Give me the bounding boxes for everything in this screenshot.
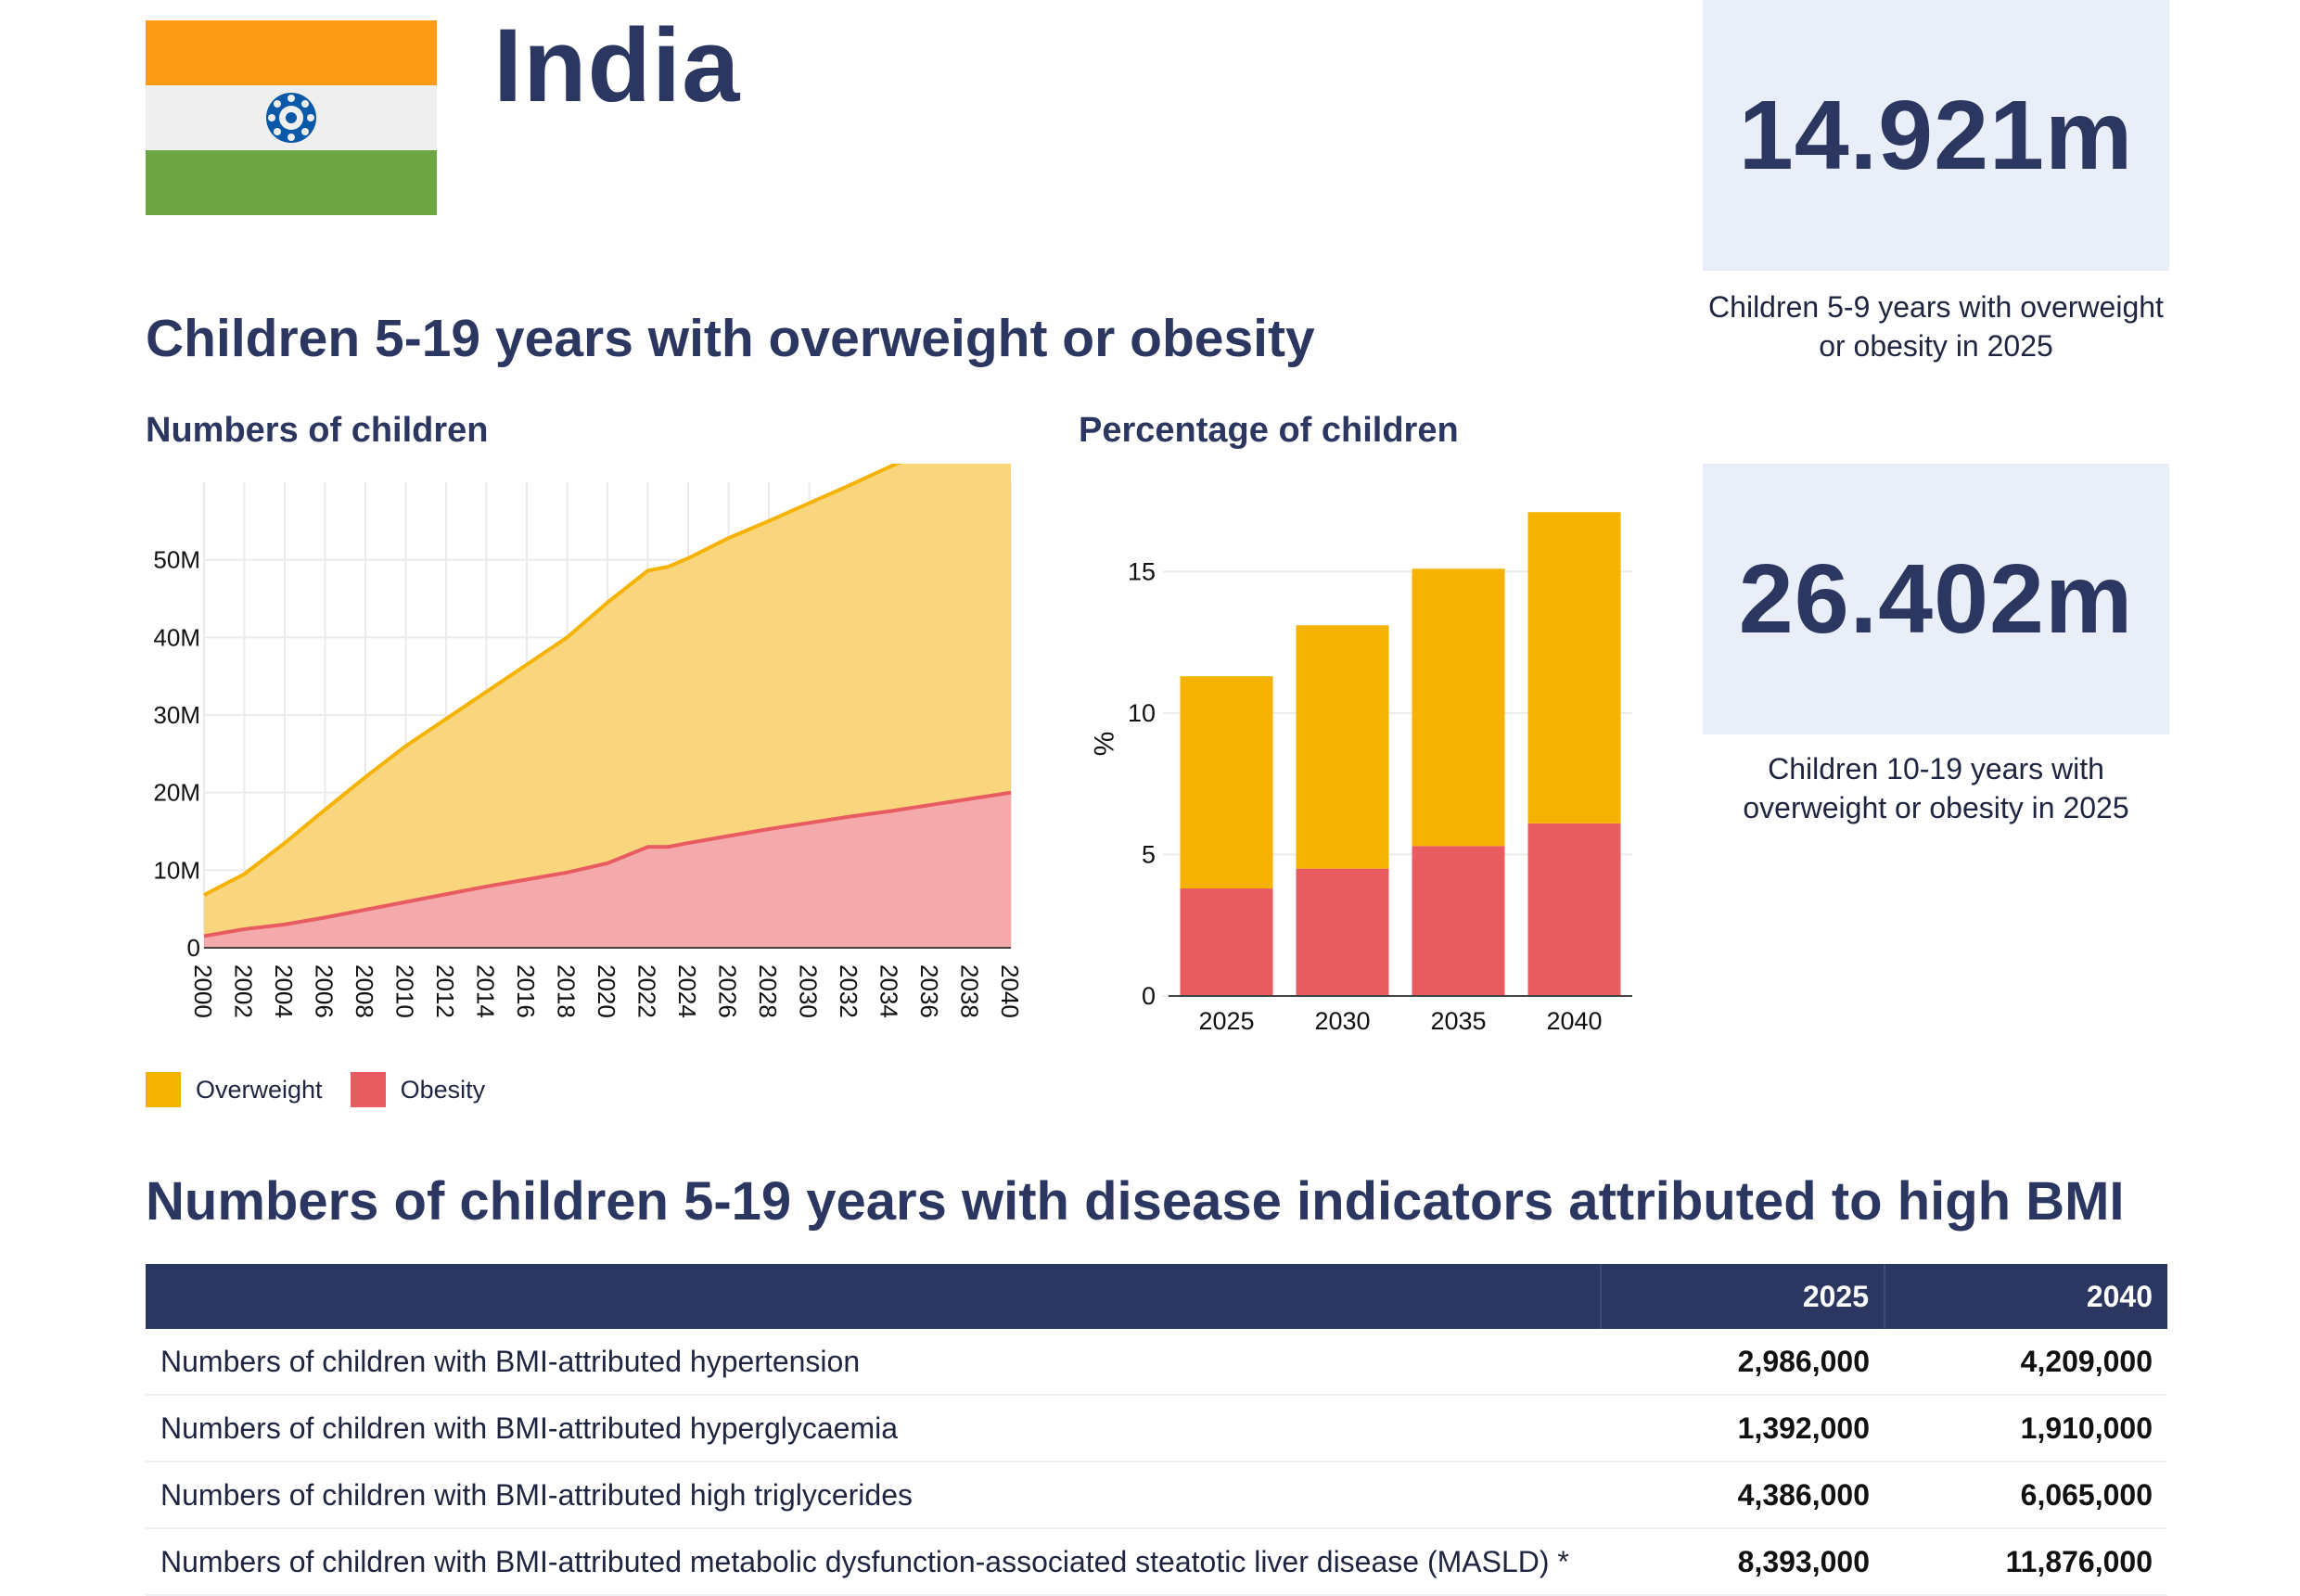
table-cell-label: Numbers of children with BMI-attributed … [146,1395,1601,1462]
table-row: Numbers of children with BMI-attributed … [146,1462,2167,1529]
x-tick-label: 2004 [270,964,298,1018]
x-tick-label: 2030 [795,964,823,1018]
table-cell-2040: 11,876,000 [1885,1528,2167,1596]
table-cell-2040: 1,910,000 [1885,1395,2167,1462]
stat-card-10-19: 26.402m [1703,464,2169,734]
bar-overweight [1180,676,1273,889]
x-tick-label: 2032 [835,964,862,1018]
x-tick-label: 2022 [633,964,661,1018]
table-cell-2025: 4,386,000 [1601,1462,1885,1529]
x-tick-label: 2038 [956,964,984,1018]
x-tick-label: 2000 [189,964,217,1018]
bar-chart: 0 5 10 15% 2025 2030 2035 2040 [1088,512,1632,1035]
x-tick-label: 2030 [1314,1007,1370,1035]
bar-chart-subtitle: Percentage of children [1079,411,1459,450]
area-chart: 0 10M 20M 30M 40M 50M 2000 2002 2004 2006 2008 2010… [153,464,1020,1018]
bar-overweight [1527,512,1621,824]
area-chart-subtitle: Numbers of children [146,411,489,450]
legend-swatch-overweight [146,1072,181,1107]
table-row: Numbers of children with BMI-attributed … [146,1528,2167,1596]
flag-saffron-band [146,20,437,85]
y-tick-label: 5 [1142,840,1156,868]
table-cell-2040: 4,209,000 [1885,1329,2167,1396]
x-tick-label: 2012 [431,964,459,1018]
legend-swatch-obesity [350,1072,386,1107]
table-cell-label: Numbers of children with BMI-attributed … [146,1528,1601,1596]
table-cell-2025: 2,986,000 [1601,1329,1885,1396]
stat-card-5-9: 14.921m [1703,0,2169,271]
x-tick-label: 2010 [391,964,419,1018]
table-row: Numbers of children with BMI-attributed … [146,1329,2167,1396]
legend-label: Overweight [196,1075,323,1104]
y-tick-label: 20M [153,779,200,807]
x-tick-label: 2036 [915,964,943,1018]
bar-overweight [1296,625,1389,869]
y-tick-label: 0 [1142,982,1156,1010]
stat-value: 14.921m [1738,80,2134,190]
legend-label: Obesity [400,1075,486,1104]
table-cell-label: Numbers of children with BMI-attributed … [146,1329,1601,1396]
table-header-cell: 2040 [1884,1264,2167,1329]
x-tick-label: 2018 [553,964,581,1018]
x-tick-label: 2040 [996,964,1020,1018]
table-header-cell [146,1264,1601,1329]
x-tick-label: 2006 [311,964,339,1018]
country-title: India [493,7,741,123]
y-tick-label: 10 [1128,699,1156,727]
stat-caption-line: Children 10-19 years with [1768,752,2104,785]
obesity-line [203,790,1012,938]
y-axis-label: % [1088,732,1118,757]
x-tick-label: 2016 [512,964,540,1018]
stat-caption: Children 10-19 years with overweight or … [1703,749,2169,827]
x-tick-label: 2040 [1546,1007,1602,1035]
table-cell-2025: 1,392,000 [1601,1395,1885,1462]
x-tick-label: 2014 [472,964,500,1018]
bar-obesity [1180,888,1273,996]
chart-legend: Overweight Obesity [146,1072,513,1107]
stat-value: 26.402m [1738,543,2134,654]
x-tick-label: 2002 [230,964,258,1018]
x-tick-label: 2034 [875,964,903,1018]
disease-indicator-table: 2025 2040 Numbers of children with BMI-a… [146,1264,2167,1596]
legend-item-overweight: Overweight [146,1072,323,1107]
ashoka-chakra-icon [266,93,316,143]
x-tick-label: 2024 [673,964,701,1018]
x-tick-label: 2008 [351,964,378,1018]
bar-obesity [1296,868,1389,996]
bar-obesity [1527,823,1621,996]
india-flag [146,20,437,215]
table-cell-2025: 8,393,000 [1601,1528,1885,1596]
table-row: Numbers of children with BMI-attributed … [146,1395,2167,1462]
overweight-area [204,464,1011,937]
stat-caption: Children 5-9 years with overweight or ob… [1703,287,2169,365]
table-header-row: 2025 2040 [146,1264,2167,1329]
y-tick-label: 50M [153,546,200,574]
table-header-cell: 2025 [1600,1264,1885,1329]
table-cell-label: Numbers of children with BMI-attributed … [146,1462,1601,1529]
x-tick-label: 2035 [1430,1007,1486,1035]
stat-caption-line: overweight or obesity in 2025 [1743,791,2129,824]
x-tick-label: 2028 [754,964,782,1018]
obesity-area [204,792,1011,948]
flag-green-band [146,150,437,215]
bar-overweight [1412,568,1505,847]
stat-caption-line: Children 5-9 years with overweight [1708,290,2164,324]
stat-caption-line: or obesity in 2025 [1819,329,2053,363]
x-tick-label: 2026 [714,964,742,1018]
x-tick-label: 2020 [593,964,620,1018]
y-tick-label: 40M [153,623,200,651]
legend-item-obesity: Obesity [350,1072,486,1107]
table-cell-2040: 6,065,000 [1885,1462,2167,1529]
y-tick-label: 15 [1128,557,1156,585]
y-tick-label: 10M [153,856,200,884]
x-tick-label: 2025 [1198,1007,1254,1035]
y-tick-label: 0 [187,934,200,962]
y-tick-label: 30M [153,701,200,729]
section-title: Children 5-19 years with overweight or o… [146,309,1315,368]
overweight-line [203,464,901,897]
bar-obesity [1412,846,1505,996]
table-title: Numbers of children 5-19 years with dise… [146,1171,2125,1232]
